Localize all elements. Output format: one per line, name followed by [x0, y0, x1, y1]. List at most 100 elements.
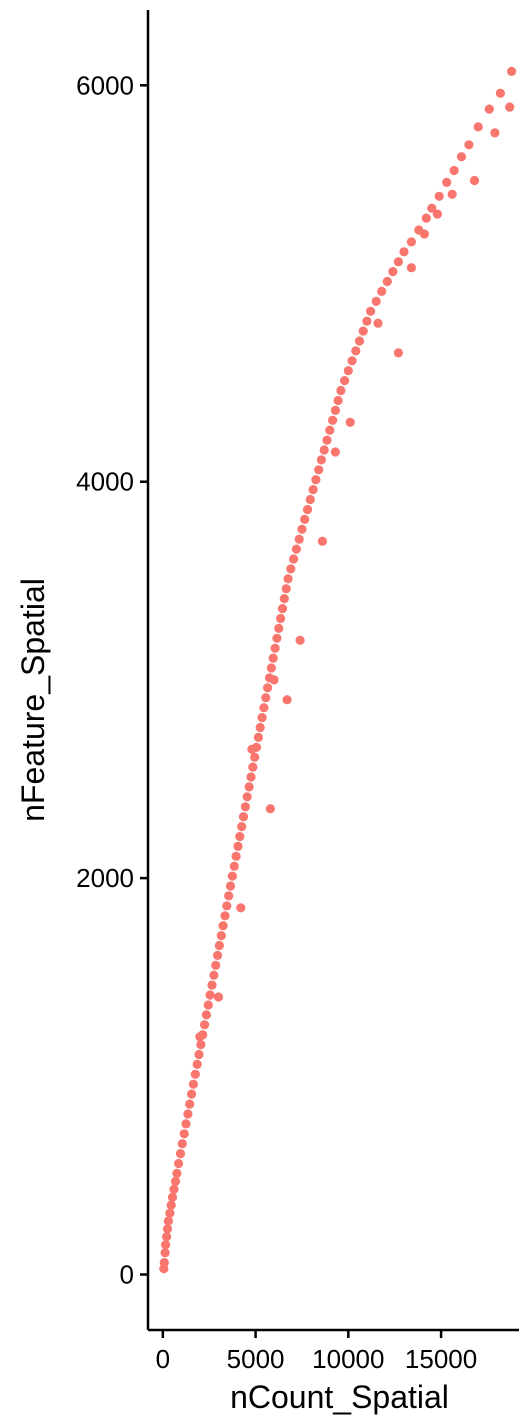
data-point — [314, 465, 324, 475]
data-point — [167, 1192, 178, 1202]
data-point — [216, 931, 226, 941]
data-point — [269, 675, 279, 685]
data-point — [366, 306, 376, 316]
data-point — [169, 1184, 179, 1194]
data-point — [242, 792, 252, 802]
y-axis-ticks: 0 2000 4000 6000 — [76, 70, 148, 1290]
y-tick-label: 0 — [120, 1260, 134, 1290]
data-point — [419, 229, 429, 239]
data-point — [328, 415, 338, 425]
data-point — [336, 385, 346, 396]
data-point — [300, 514, 310, 525]
data-point — [200, 1020, 210, 1030]
data-point — [207, 980, 217, 990]
data-point — [196, 1040, 206, 1050]
data-point — [362, 316, 372, 326]
y-axis-title: nFeature_Spatial — [15, 578, 51, 822]
data-point — [188, 1079, 198, 1089]
data-point — [330, 405, 340, 415]
data-point — [286, 564, 296, 574]
data-point — [261, 693, 271, 703]
data-point — [279, 594, 289, 604]
data-point — [406, 263, 416, 273]
data-point — [162, 1232, 172, 1242]
data-point — [162, 1224, 173, 1234]
data-point — [371, 296, 381, 306]
x-tick-label: 5000 — [227, 1344, 285, 1374]
data-point — [282, 695, 292, 705]
data-point — [388, 267, 398, 277]
data-point — [377, 286, 387, 296]
data-point — [399, 247, 409, 257]
data-point — [159, 1258, 169, 1268]
data-point — [209, 970, 219, 980]
data-point — [244, 782, 254, 792]
data-point — [160, 1248, 170, 1258]
data-point — [456, 152, 467, 162]
data-point — [255, 722, 265, 733]
data-point — [434, 191, 444, 201]
data-point — [276, 613, 286, 624]
data-point — [163, 1216, 173, 1226]
y-tick-label: 2000 — [76, 863, 134, 893]
data-point — [174, 1158, 184, 1169]
data-point — [185, 1099, 195, 1109]
data-points — [159, 66, 517, 1274]
data-point — [201, 1010, 211, 1020]
data-point — [340, 376, 350, 386]
data-point — [406, 237, 416, 247]
data-point — [179, 1129, 189, 1139]
data-point — [427, 203, 437, 213]
data-point — [316, 455, 326, 465]
data-point — [218, 921, 228, 931]
data-point — [297, 524, 307, 534]
data-point — [237, 822, 247, 832]
data-point — [257, 713, 267, 723]
data-point — [195, 1032, 205, 1042]
data-point — [505, 102, 515, 112]
x-axis-ticks: 0 5000 10000 15000 — [156, 1330, 477, 1374]
data-point — [469, 175, 480, 186]
data-point — [253, 732, 263, 743]
data-point — [317, 536, 327, 546]
data-point — [354, 336, 365, 346]
data-point — [345, 417, 355, 427]
data-point — [214, 940, 224, 951]
data-point — [449, 165, 459, 176]
data-point — [305, 494, 315, 505]
data-point — [161, 1240, 171, 1250]
data-point — [393, 348, 403, 358]
data-point — [268, 653, 278, 663]
data-point — [289, 554, 299, 564]
x-tick-label: 0 — [156, 1344, 170, 1374]
data-point — [393, 257, 403, 267]
data-point — [295, 635, 305, 645]
data-point — [248, 762, 258, 772]
data-point — [421, 213, 431, 223]
data-point — [347, 356, 357, 366]
data-point — [382, 276, 392, 287]
data-point — [507, 66, 517, 76]
data-point — [213, 950, 223, 961]
data-point — [183, 1109, 193, 1119]
data-point — [166, 1200, 176, 1210]
data-point — [177, 1139, 187, 1149]
data-point — [333, 395, 343, 406]
data-point — [311, 475, 321, 485]
data-point — [274, 623, 284, 634]
data-point — [308, 485, 318, 495]
data-point — [187, 1089, 197, 1099]
data-point — [442, 177, 452, 187]
data-point — [246, 772, 256, 782]
data-point — [464, 140, 474, 150]
data-point — [224, 891, 234, 901]
y-tick-label: 4000 — [76, 467, 134, 497]
data-point — [240, 802, 250, 812]
data-point — [484, 104, 494, 114]
data-point — [263, 683, 273, 693]
data-point — [283, 574, 293, 584]
x-tick-label: 10000 — [312, 1344, 384, 1374]
data-point — [238, 812, 249, 822]
data-point — [277, 604, 288, 614]
